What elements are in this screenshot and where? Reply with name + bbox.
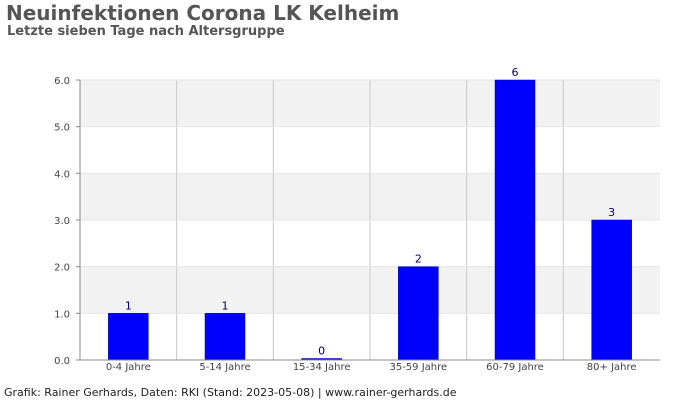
data-labels: 1 1 0 2 6 3: [125, 66, 615, 358]
x-tick-label: 15-34 Jahre: [293, 362, 351, 373]
x-tick-label: 80+ Jahre: [587, 362, 637, 373]
bar: [108, 313, 149, 361]
y-tick-label: 0.0: [54, 356, 70, 367]
x-tick-label: 0-4 Jahre: [106, 362, 151, 373]
data-label: 0: [318, 345, 325, 358]
bar: [494, 79, 536, 361]
chart-title: Neuinfektionen Corona LK Kelheim: [6, 1, 400, 25]
bar: [204, 313, 246, 361]
bars: [108, 79, 632, 361]
bar: [591, 219, 632, 361]
data-label: 2: [415, 253, 422, 266]
bar: [398, 266, 439, 361]
chart-subtitle: Letzte sieben Tage nach Altersgruppe: [7, 24, 285, 39]
y-tick-label: 4.0: [54, 169, 70, 180]
x-tick-labels: 0-4 Jahre 5-14 Jahre 15-34 Jahre 35-59 Jahr…: [106, 362, 637, 373]
x-tick-label: 35-59 Jahre: [389, 362, 447, 373]
y-tick-label: 1.0: [54, 309, 70, 320]
y-tick-labels: 0.0 1.0 2.0 3.0 4.0 5.0 6.0: [54, 76, 70, 367]
y-tick-label: 5.0: [54, 123, 70, 134]
data-label: 1: [222, 299, 229, 312]
x-tick-label: 60-79 Jahre: [486, 362, 544, 373]
source-footer: Grafik: Rainer Gerhards, Daten: RKI (Sta…: [4, 386, 457, 399]
x-tick-label: 5-14 Jahre: [199, 362, 250, 373]
y-tick-label: 6.0: [54, 76, 70, 87]
data-label: 6: [512, 66, 519, 79]
y-tick-label: 2.0: [54, 263, 70, 274]
data-label: 3: [608, 206, 615, 219]
horizontal-gridlines: [80, 79, 660, 361]
data-label: 1: [125, 299, 132, 312]
axes: [76, 79, 660, 361]
y-tick-label: 3.0: [54, 216, 70, 227]
